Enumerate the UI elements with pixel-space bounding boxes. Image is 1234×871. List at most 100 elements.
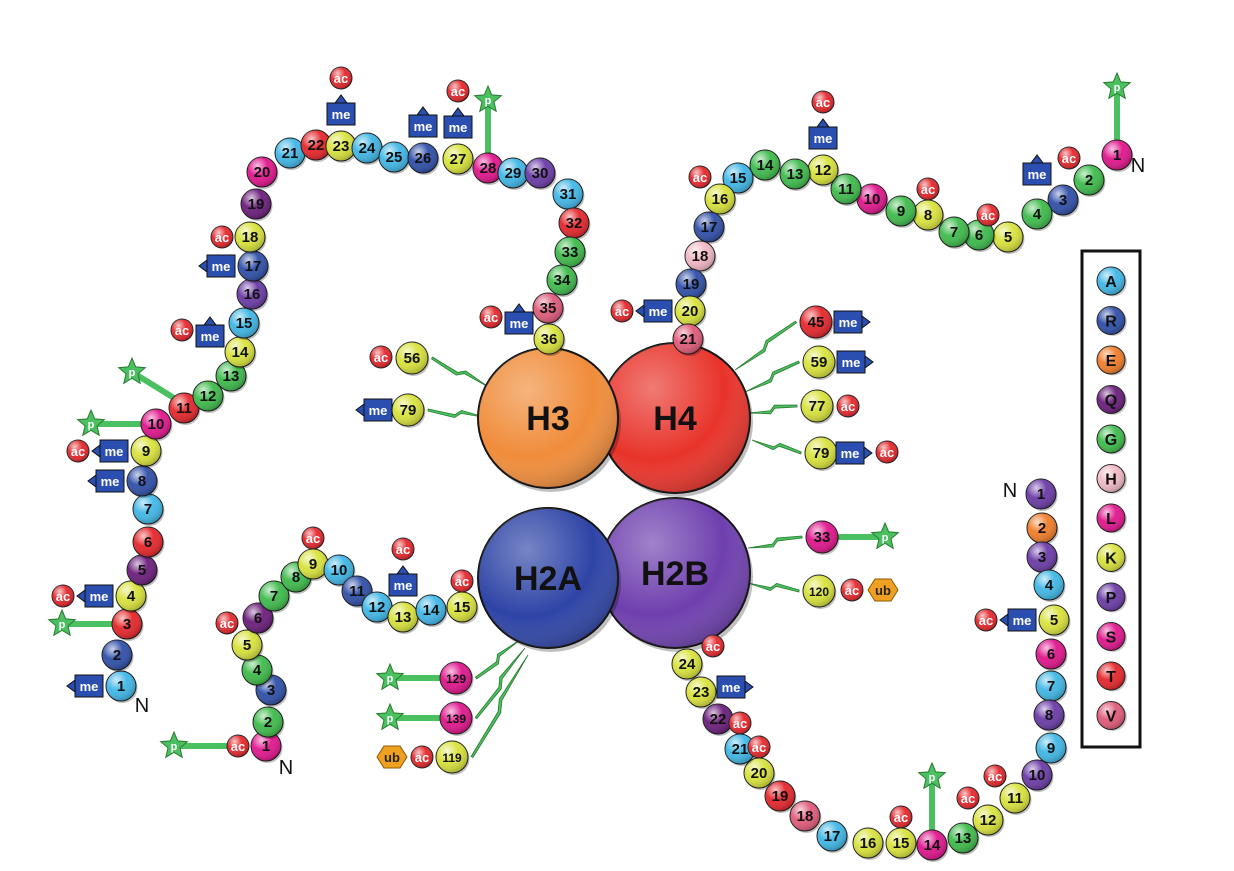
acetylation-marker: ac [916,177,940,201]
core-h2a: H2A [477,507,621,652]
h3-residue: 13 [215,360,248,393]
phosphorylation-marker: p [473,84,503,156]
residue-number: 3 [1038,549,1046,566]
amino-acid-legend: A R E Q G H L K P S T V [1080,249,1142,749]
nucleosome-core: H4 H2B H3 H2A [477,342,753,652]
lightning-connectors [427,320,803,759]
residue-number: 13 [395,609,412,626]
acetylation-marker: ac [889,805,913,829]
me-label: me [449,120,468,135]
residue-number: 2 [1085,172,1093,189]
h4-residue: 6 [963,219,996,252]
h2b-residue: 18 [789,800,822,833]
acetylation-marker: ac [840,578,864,602]
me-label: me [510,316,529,331]
residue-number: 59 [811,354,828,371]
ac-label: ac [880,445,894,460]
acetylation-marker: ac [226,734,250,758]
residue-number: 14 [232,344,249,361]
residue-number: 2 [1038,520,1046,537]
h2b-residue: 16 [852,827,885,860]
core-h3: H3 [477,347,621,492]
residue-number: 11 [349,583,365,600]
residue-number: 17 [245,258,262,275]
h2b-residue: 19 [764,780,797,813]
residue-number: 19 [248,196,265,213]
residue-number: 45 [808,314,825,331]
h3-residue: 26 [407,142,440,175]
methylation-marker: me [808,118,838,150]
methylation-marker: me [91,439,129,463]
h2a-core-residue: 139 [439,701,474,736]
residue-number: 7 [950,224,958,241]
residue-number: 8 [292,569,300,586]
h2a-residue: 6 [242,602,275,635]
h2b-residue: 4 [1033,569,1066,602]
residue-number: 4 [253,662,262,679]
h2b-core-residue: 33 [805,520,840,555]
lightning-connector [474,647,526,720]
h4-residue: 16 [704,183,737,216]
h2b-residue: 7 [1035,670,1068,703]
h3-residue: 18 [234,221,267,254]
acetylation-marker: ac [66,439,90,463]
phosphorylation-marker: p [47,608,115,637]
h3-residue: 14 [224,336,257,369]
residue-number: 12 [815,162,832,179]
h4-core-residue: 59 [802,345,837,380]
residue-number: 20 [682,303,699,320]
h3-residue: 32 [558,207,591,240]
residue-number: 20 [751,765,768,782]
legend-entry: G [1096,424,1127,455]
ac-label: ac [961,791,975,806]
residue-number: 26 [415,150,432,167]
h3-residue: 12 [192,380,225,413]
h3-residue: 30 [524,157,557,190]
core-h4: H4 [599,342,753,497]
acetylation-marker: ac [51,584,75,608]
ac-label: ac [981,208,995,223]
h3-residue: 34 [546,264,579,297]
me-label: me [101,474,120,489]
acetylation-marker: ac [215,611,239,635]
residue-number: 17 [701,219,718,236]
terminus-labels: N N N N [135,155,1145,779]
phosphorylation-marker: p [76,408,144,437]
lightning-connector [751,439,802,455]
residue-number: 23 [333,138,350,155]
lightning-connector [474,639,521,680]
me-label: me [201,329,220,344]
h4-residue: 7 [938,216,971,249]
phosphorylation-marker: p [1102,71,1132,143]
residue-number: 8 [1045,707,1053,724]
ac-label: ac [215,230,229,245]
me-label: me [414,119,433,134]
residue-number: 20 [254,164,271,181]
residue-number: 16 [860,835,877,852]
residue-number: 6 [254,610,262,627]
modification-stems: p p p p p p p p p p [47,71,1132,833]
h2a-residue: 5 [231,629,264,662]
residue-number: 27 [450,151,467,168]
residue-number: 10 [148,416,165,433]
residue-number: 22 [308,137,325,154]
h4-residue: 11 [830,173,863,206]
h2a-core-residue: 129 [439,661,474,696]
n-terminus-label: N [1003,480,1017,502]
methylation-marker: me [66,674,104,698]
residue-number: 13 [955,830,972,847]
residue-number: 139 [446,712,466,726]
phosphorylation-marker: p [917,761,947,833]
p-label: p [882,532,889,544]
h4-residue: 1 [1101,139,1134,172]
me-label: me [80,679,99,694]
h2a-core-residue: 119 [435,740,470,775]
acetylation-marker: ac [369,345,393,369]
h3-residue: 36 [533,323,566,356]
residue-number: 1 [1113,147,1121,164]
residue-number: 56 [404,350,421,367]
h3-residue: 10 [140,408,173,441]
h2b-core-residue: 120 [802,574,837,609]
ac-label: ac [71,444,85,459]
